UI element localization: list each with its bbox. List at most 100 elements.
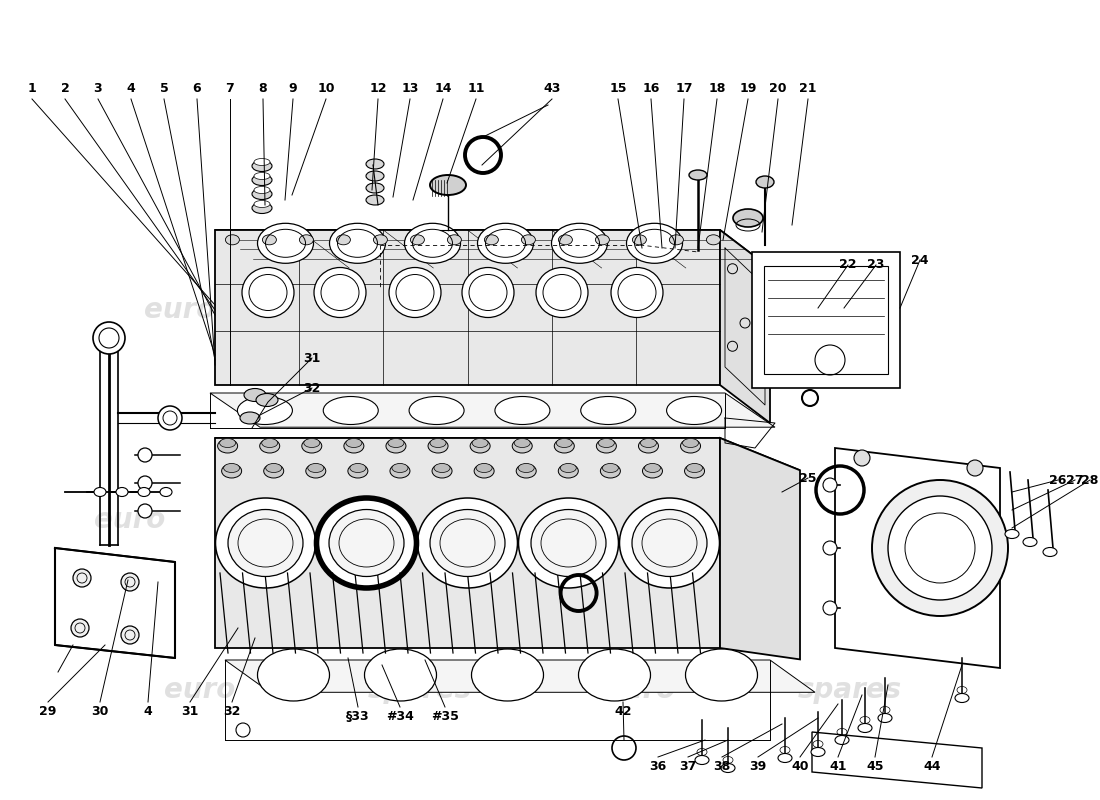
Text: euro: euro — [604, 676, 675, 704]
Ellipse shape — [308, 463, 323, 473]
Ellipse shape — [389, 267, 441, 318]
Text: euro: euro — [494, 506, 565, 534]
Text: 10: 10 — [317, 82, 334, 95]
Text: spares: spares — [798, 676, 902, 704]
Text: 3: 3 — [94, 82, 102, 95]
Ellipse shape — [226, 235, 240, 245]
Text: 21: 21 — [800, 82, 816, 95]
Text: 6: 6 — [192, 82, 201, 95]
Ellipse shape — [521, 235, 536, 245]
Text: spares: spares — [668, 506, 772, 534]
Ellipse shape — [238, 397, 293, 425]
Circle shape — [823, 478, 837, 492]
Circle shape — [823, 601, 837, 615]
Ellipse shape — [304, 438, 320, 447]
Text: 36: 36 — [649, 760, 667, 773]
Text: 44: 44 — [923, 760, 940, 773]
Text: 45: 45 — [867, 760, 883, 773]
Text: 14: 14 — [434, 82, 452, 95]
Polygon shape — [720, 438, 800, 659]
Ellipse shape — [448, 235, 461, 245]
Text: 22: 22 — [839, 258, 857, 271]
Text: 17: 17 — [675, 82, 693, 95]
Ellipse shape — [632, 235, 647, 245]
Ellipse shape — [254, 186, 270, 194]
Ellipse shape — [428, 439, 448, 453]
Ellipse shape — [317, 498, 417, 588]
Ellipse shape — [551, 223, 607, 263]
Ellipse shape — [695, 755, 710, 765]
Ellipse shape — [470, 439, 491, 453]
Ellipse shape — [685, 649, 758, 701]
Ellipse shape — [686, 463, 703, 473]
Text: 13: 13 — [402, 82, 419, 95]
Ellipse shape — [434, 463, 450, 473]
Text: 30: 30 — [91, 705, 109, 718]
Text: spares: spares — [318, 296, 422, 324]
Polygon shape — [720, 230, 770, 423]
Text: 39: 39 — [749, 760, 767, 773]
Ellipse shape — [518, 463, 535, 473]
Ellipse shape — [366, 171, 384, 181]
Ellipse shape — [554, 439, 574, 453]
Ellipse shape — [559, 464, 579, 478]
Circle shape — [138, 448, 152, 462]
Text: 29: 29 — [40, 705, 57, 718]
Ellipse shape — [601, 464, 620, 478]
Text: 25: 25 — [800, 471, 816, 485]
Text: 31: 31 — [182, 705, 199, 718]
Ellipse shape — [878, 714, 892, 722]
Ellipse shape — [1005, 530, 1019, 538]
Circle shape — [967, 460, 983, 476]
Text: spares: spares — [278, 506, 382, 534]
Ellipse shape — [811, 747, 825, 757]
Text: euro: euro — [535, 296, 606, 324]
Text: 37: 37 — [680, 760, 696, 773]
Ellipse shape — [138, 487, 150, 497]
Ellipse shape — [955, 694, 969, 702]
Text: 38: 38 — [714, 760, 730, 773]
Ellipse shape — [344, 439, 364, 453]
Ellipse shape — [514, 438, 530, 447]
Ellipse shape — [531, 510, 606, 577]
Ellipse shape — [260, 439, 279, 453]
Ellipse shape — [684, 464, 704, 478]
Ellipse shape — [337, 235, 351, 245]
Text: 42: 42 — [614, 705, 631, 718]
Ellipse shape — [418, 498, 517, 588]
Polygon shape — [55, 548, 175, 658]
Ellipse shape — [254, 173, 270, 179]
Ellipse shape — [603, 463, 618, 473]
Circle shape — [94, 322, 125, 354]
Text: 20: 20 — [769, 82, 786, 95]
Text: 31: 31 — [304, 351, 321, 365]
Ellipse shape — [314, 267, 366, 318]
Ellipse shape — [595, 235, 609, 245]
Ellipse shape — [386, 439, 406, 453]
Text: 32: 32 — [304, 382, 321, 394]
FancyBboxPatch shape — [752, 252, 900, 388]
Ellipse shape — [667, 397, 722, 425]
Ellipse shape — [257, 223, 314, 263]
Circle shape — [72, 619, 89, 637]
Ellipse shape — [345, 438, 362, 447]
Ellipse shape — [474, 464, 494, 478]
Ellipse shape — [216, 498, 316, 588]
Circle shape — [73, 569, 91, 587]
Ellipse shape — [516, 464, 536, 478]
Ellipse shape — [266, 463, 282, 473]
Ellipse shape — [778, 754, 792, 762]
Text: 4: 4 — [126, 82, 135, 95]
Circle shape — [854, 450, 870, 466]
Circle shape — [872, 480, 1008, 616]
Ellipse shape — [373, 235, 387, 245]
Polygon shape — [812, 732, 982, 788]
Ellipse shape — [430, 438, 446, 447]
Ellipse shape — [252, 189, 272, 199]
Ellipse shape — [462, 267, 514, 318]
Text: 32: 32 — [223, 705, 241, 718]
Ellipse shape — [329, 510, 404, 577]
Text: spares: spares — [697, 296, 802, 324]
Ellipse shape — [472, 649, 543, 701]
Ellipse shape — [1043, 547, 1057, 557]
